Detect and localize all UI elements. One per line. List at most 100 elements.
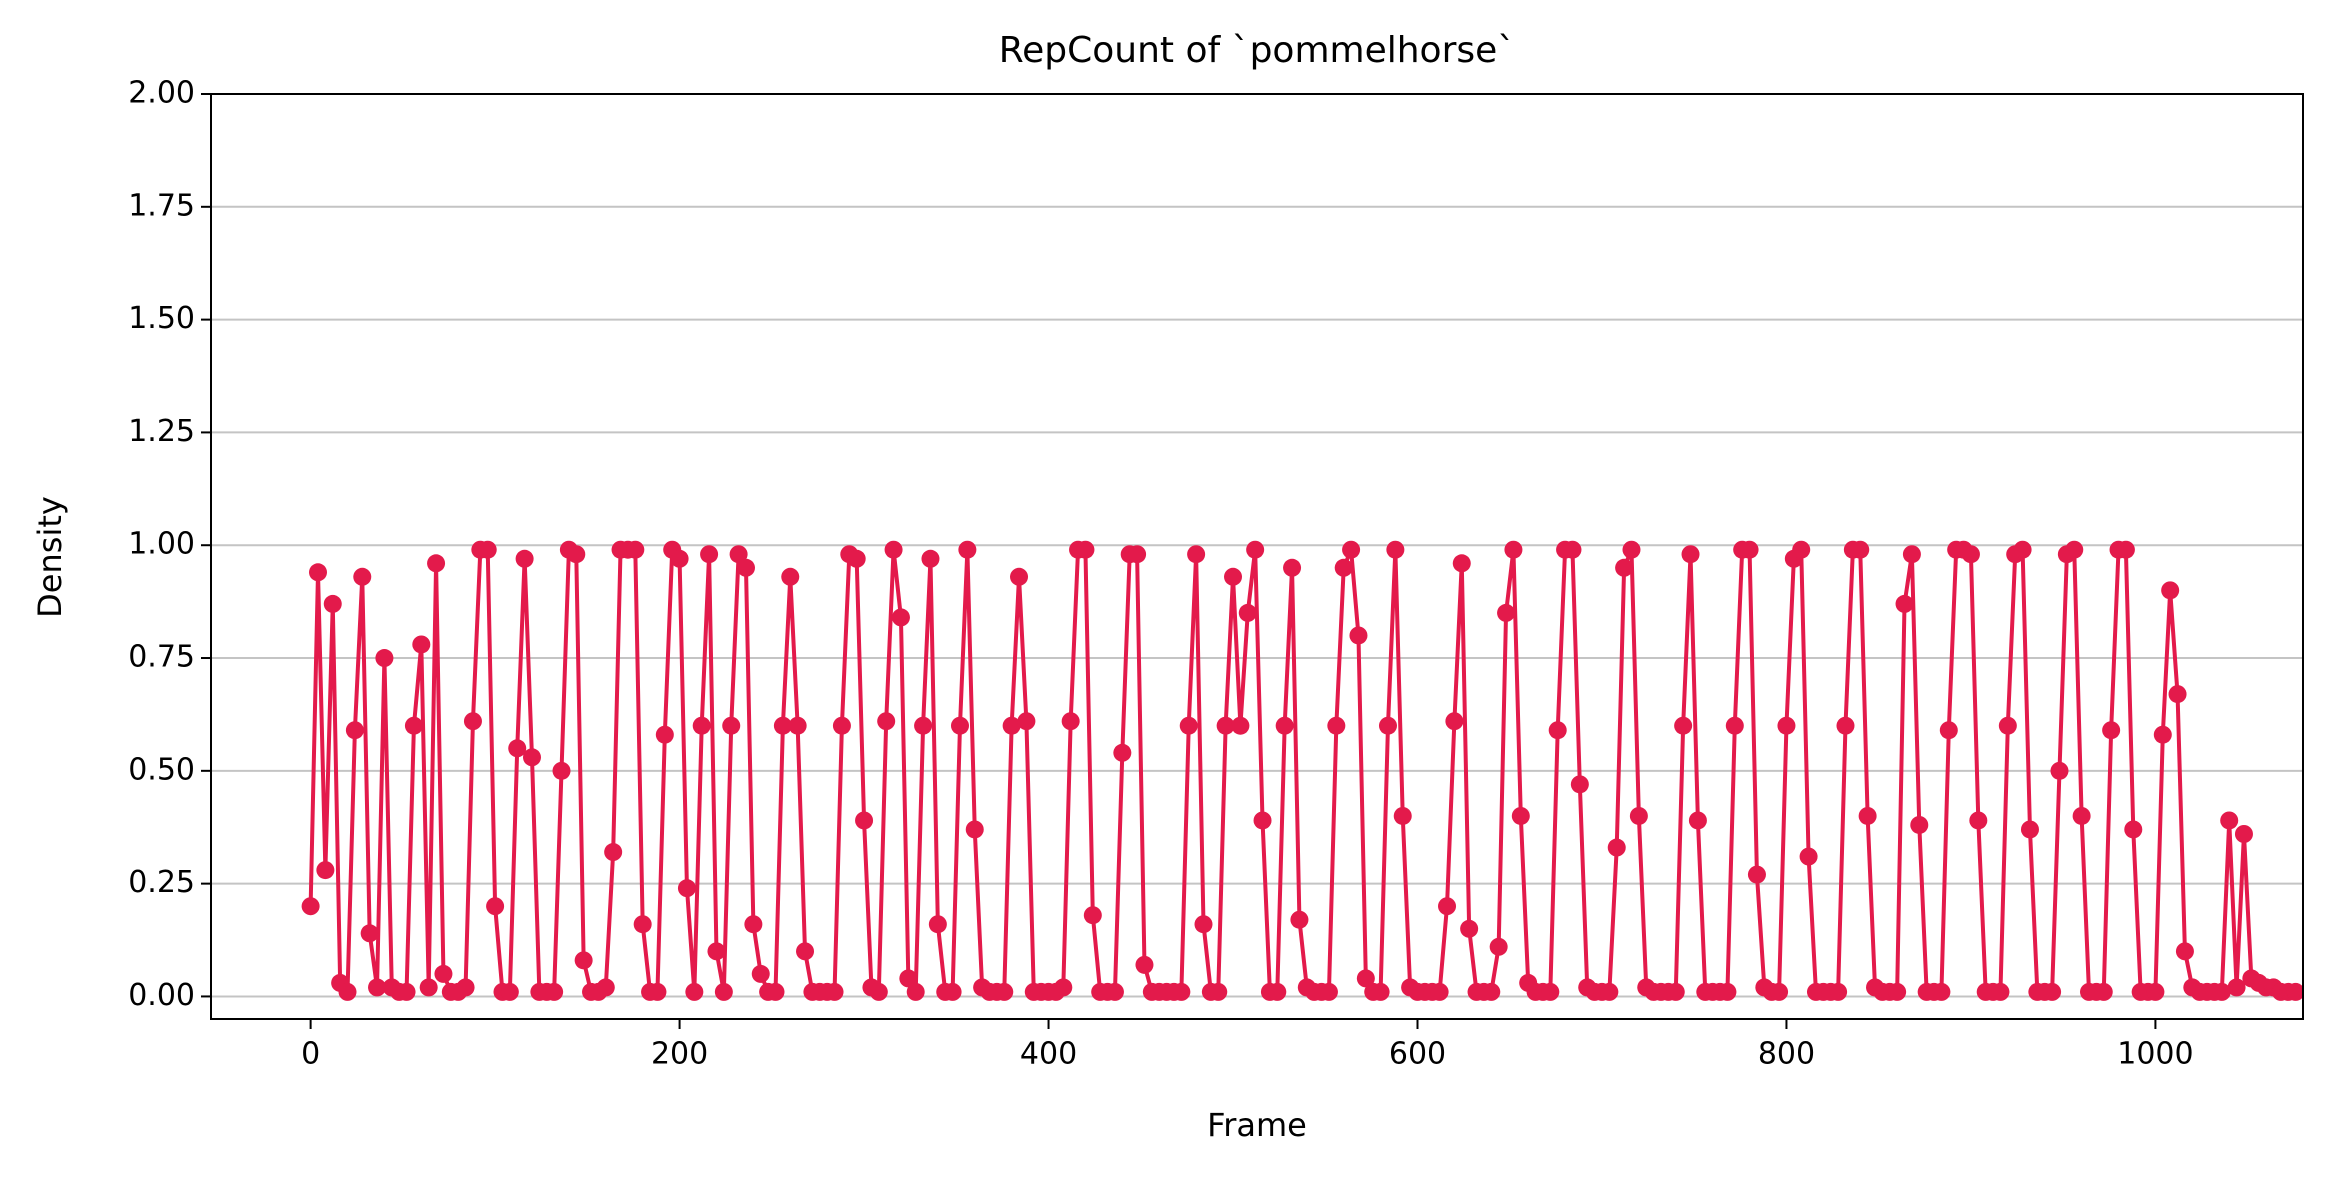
data-point [1135,955,1154,974]
data-point [353,567,372,586]
data-point [1563,540,1582,559]
data-point [508,739,527,758]
data-point [1600,982,1619,1001]
data-point [1179,716,1198,735]
data-point [655,725,674,744]
x-tick-label: 1000 [2117,1037,2193,1072]
data-point [1666,982,1685,1001]
data-point [1438,897,1457,916]
data-point [1725,716,1744,735]
data-point [1770,982,1789,1001]
data-point [545,982,564,1001]
data-point [2116,540,2135,559]
data-point [2212,982,2231,1001]
data-point [1607,838,1626,857]
data-point [1902,545,1921,564]
data-point [1836,716,1855,735]
data-point [1792,540,1811,559]
x-axis-label: Frame [1207,1106,1307,1144]
data-point [891,608,910,627]
data-point [1187,545,1206,564]
data-point [338,982,357,1001]
data-point [2124,820,2143,839]
data-point [825,982,844,1001]
data-point [707,942,726,961]
data-point [316,861,335,880]
data-point [345,721,364,740]
y-tick-label: 0.25 [128,865,195,900]
data-point [877,712,896,731]
data-point [2234,825,2253,843]
data-point [2043,982,2062,1001]
data-point [1969,811,1988,830]
data-point [751,964,770,983]
data-point [1010,567,1029,586]
data-point [1674,716,1693,735]
data-point [552,761,571,780]
data-point [604,843,623,862]
data-point [1002,716,1021,735]
data-point [670,549,689,568]
x-tick-label: 800 [1758,1037,1815,1072]
data-point [729,545,748,564]
data-point [648,982,667,1001]
data-point [427,554,446,573]
data-point [1489,937,1508,956]
data-point [1194,915,1213,934]
data-point [1371,982,1390,1001]
data-point [1356,969,1375,988]
data-point [1349,626,1368,645]
data-point [368,978,387,997]
data-point [1851,540,1870,559]
data-point [412,635,431,654]
data-point [1939,721,1958,740]
data-point [773,716,792,735]
data-point [788,716,807,735]
data-point [596,978,615,997]
data-point [574,951,593,970]
axes: 0.00 0.25 0.50 0.75 1.00 1.25 1.50 1.75 2.00 0 200… [128,76,2193,1072]
data-point [1430,982,1449,1001]
data-point [1253,811,1272,830]
data-point [301,897,320,916]
data-point [1319,982,1338,1001]
data-point [2220,811,2239,830]
data-point [1460,919,1479,938]
data-point [522,748,541,767]
plot-area [301,540,2303,1001]
data-point [434,964,453,983]
data-point [1216,716,1235,735]
data-point [360,924,379,943]
data-point [1688,811,1707,830]
data-point [1629,806,1648,825]
y-tick-label: 0.75 [128,640,195,675]
data-point [1224,567,1243,586]
data-point [1482,982,1501,1001]
data-point [1829,982,1848,1001]
data-point [950,716,969,735]
axes-frame [210,93,2304,1020]
data-point [1991,982,2010,1001]
data-point [1342,540,1361,559]
data-point [2175,942,2194,961]
data-point [1268,982,1287,1001]
data-point [1777,716,1796,735]
data-point [1231,716,1250,735]
data-point [1548,721,1567,740]
y-tick-label: 0.00 [128,978,195,1013]
data-point [2102,721,2121,740]
y-tick-label: 1.00 [128,527,195,562]
data-point [685,982,704,1001]
data-point [626,540,645,559]
data-point [486,897,505,916]
x-tick-label: 200 [651,1037,708,1072]
data-point [1511,806,1530,825]
data-point [308,563,327,582]
data-point [796,942,815,961]
data-point [1327,716,1346,735]
data-point [2161,581,2180,600]
data-point [1378,716,1397,735]
data-point [692,716,711,735]
data-point [456,978,475,997]
